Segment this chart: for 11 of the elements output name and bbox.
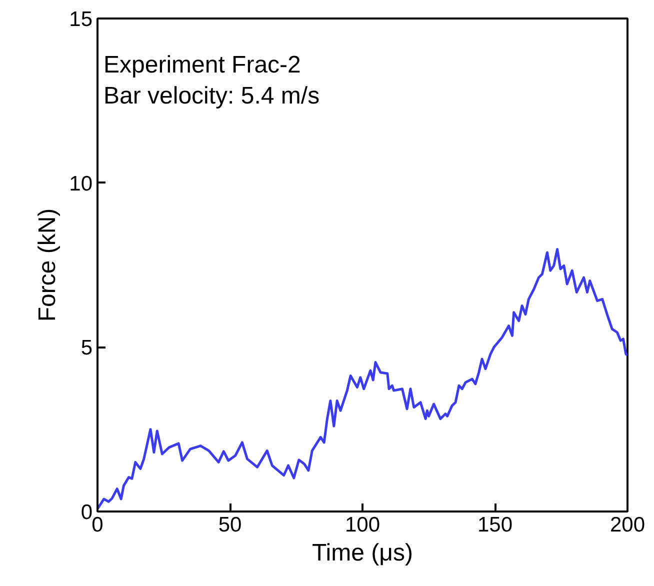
x-tick-label: 200 (610, 514, 646, 536)
y-tick-label: 10 (69, 172, 92, 196)
x-tick-label: 100 (344, 514, 380, 536)
annotation: Bar velocity: 5.4 m/s (104, 82, 320, 110)
x-tick-label: 150 (477, 514, 513, 536)
y-tick-label: 15 (69, 8, 92, 31)
x-tick-label: 50 (218, 514, 242, 536)
y-axis-title: Force (kN) (34, 208, 62, 322)
x-axis-title: Time (μs) (312, 540, 413, 566)
y-tick-label: 5 (80, 336, 93, 360)
annotation: Experiment Frac-2 (104, 52, 301, 78)
